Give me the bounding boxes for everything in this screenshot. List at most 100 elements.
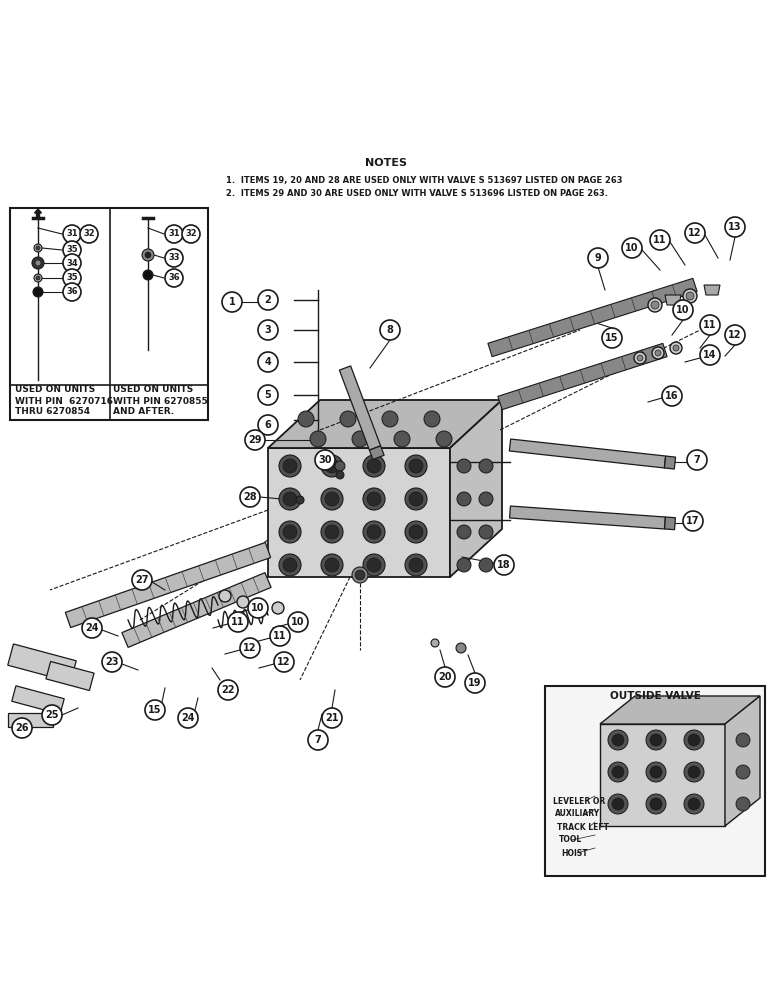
Circle shape bbox=[321, 455, 343, 477]
Circle shape bbox=[608, 794, 628, 814]
Circle shape bbox=[35, 260, 41, 266]
Circle shape bbox=[279, 488, 301, 510]
Circle shape bbox=[34, 274, 42, 282]
Text: 10: 10 bbox=[676, 305, 689, 315]
Text: 11: 11 bbox=[653, 235, 667, 245]
Text: 2.  ITEMS 29 AND 30 ARE USED ONLY WITH VALVE S 513696 LISTED ON PAGE 263.: 2. ITEMS 29 AND 30 ARE USED ONLY WITH VA… bbox=[226, 190, 608, 198]
Polygon shape bbox=[268, 400, 502, 448]
Polygon shape bbox=[268, 448, 450, 577]
Circle shape bbox=[409, 558, 423, 572]
Circle shape bbox=[650, 734, 662, 746]
Text: 28: 28 bbox=[243, 492, 257, 502]
Text: 32: 32 bbox=[185, 230, 197, 238]
Text: 12: 12 bbox=[243, 643, 257, 653]
Text: 11: 11 bbox=[273, 631, 286, 641]
Circle shape bbox=[646, 762, 666, 782]
Circle shape bbox=[662, 386, 682, 406]
Circle shape bbox=[355, 570, 365, 580]
Circle shape bbox=[321, 521, 343, 543]
Text: USED ON UNITS: USED ON UNITS bbox=[15, 385, 95, 394]
Text: 15: 15 bbox=[605, 333, 618, 343]
Text: 29: 29 bbox=[249, 435, 262, 445]
Text: 1: 1 bbox=[229, 297, 235, 307]
Text: 35: 35 bbox=[66, 273, 78, 282]
Circle shape bbox=[237, 596, 249, 608]
Circle shape bbox=[394, 431, 410, 447]
Circle shape bbox=[684, 730, 704, 750]
Polygon shape bbox=[725, 696, 760, 826]
Text: 15: 15 bbox=[148, 705, 162, 715]
Circle shape bbox=[36, 276, 40, 280]
Circle shape bbox=[321, 488, 343, 510]
Circle shape bbox=[725, 325, 745, 345]
Circle shape bbox=[367, 492, 381, 506]
Circle shape bbox=[340, 411, 356, 427]
Circle shape bbox=[63, 269, 81, 287]
Text: LEVELER OR: LEVELER OR bbox=[553, 796, 605, 806]
Circle shape bbox=[683, 511, 703, 531]
Text: 24: 24 bbox=[181, 713, 195, 723]
Circle shape bbox=[283, 492, 297, 506]
Circle shape bbox=[102, 652, 122, 672]
Circle shape bbox=[274, 652, 294, 672]
Circle shape bbox=[33, 287, 43, 297]
Circle shape bbox=[363, 554, 385, 576]
Circle shape bbox=[270, 626, 290, 646]
Text: 3: 3 bbox=[265, 325, 272, 335]
Circle shape bbox=[602, 328, 622, 348]
Circle shape bbox=[219, 590, 231, 602]
Circle shape bbox=[296, 496, 304, 504]
Text: USED ON UNITS: USED ON UNITS bbox=[113, 385, 193, 394]
Circle shape bbox=[178, 708, 198, 728]
Text: 12: 12 bbox=[689, 228, 702, 238]
Text: 10: 10 bbox=[625, 243, 638, 253]
Text: 14: 14 bbox=[703, 350, 716, 360]
Circle shape bbox=[315, 450, 335, 470]
Circle shape bbox=[405, 455, 427, 477]
Text: 23: 23 bbox=[105, 657, 119, 667]
Circle shape bbox=[405, 521, 427, 543]
Text: 12: 12 bbox=[728, 330, 742, 340]
Circle shape bbox=[63, 241, 81, 259]
Polygon shape bbox=[510, 506, 665, 529]
Text: 25: 25 bbox=[46, 710, 59, 720]
Circle shape bbox=[622, 238, 642, 258]
Text: 7: 7 bbox=[693, 455, 700, 465]
Circle shape bbox=[42, 705, 62, 725]
Circle shape bbox=[435, 667, 455, 687]
Text: 36: 36 bbox=[66, 288, 78, 296]
Text: OUTSIDE VALVE: OUTSIDE VALVE bbox=[610, 691, 700, 701]
Circle shape bbox=[63, 225, 81, 243]
Circle shape bbox=[637, 355, 643, 361]
Circle shape bbox=[436, 431, 452, 447]
Text: NOTES: NOTES bbox=[365, 158, 407, 168]
Circle shape bbox=[648, 298, 662, 312]
Text: WITH PIN 6270855: WITH PIN 6270855 bbox=[113, 396, 208, 406]
Circle shape bbox=[380, 320, 400, 340]
Text: TRACK LEFT: TRACK LEFT bbox=[557, 822, 609, 832]
Circle shape bbox=[325, 558, 339, 572]
Circle shape bbox=[325, 459, 339, 473]
Circle shape bbox=[279, 521, 301, 543]
Circle shape bbox=[325, 525, 339, 539]
Circle shape bbox=[258, 320, 278, 340]
Circle shape bbox=[650, 766, 662, 778]
Circle shape bbox=[405, 488, 427, 510]
Text: 11: 11 bbox=[703, 320, 716, 330]
Polygon shape bbox=[704, 285, 720, 295]
Polygon shape bbox=[600, 724, 725, 826]
Circle shape bbox=[688, 798, 700, 810]
Text: 32: 32 bbox=[83, 230, 95, 238]
Text: 26: 26 bbox=[15, 723, 29, 733]
Circle shape bbox=[588, 248, 608, 268]
Circle shape bbox=[673, 345, 679, 351]
Circle shape bbox=[363, 488, 385, 510]
Text: 27: 27 bbox=[135, 575, 149, 585]
Circle shape bbox=[409, 459, 423, 473]
Text: 2: 2 bbox=[265, 295, 272, 305]
Circle shape bbox=[258, 352, 278, 372]
Polygon shape bbox=[510, 439, 665, 468]
Circle shape bbox=[34, 244, 42, 252]
Circle shape bbox=[457, 558, 471, 572]
Polygon shape bbox=[8, 644, 76, 682]
